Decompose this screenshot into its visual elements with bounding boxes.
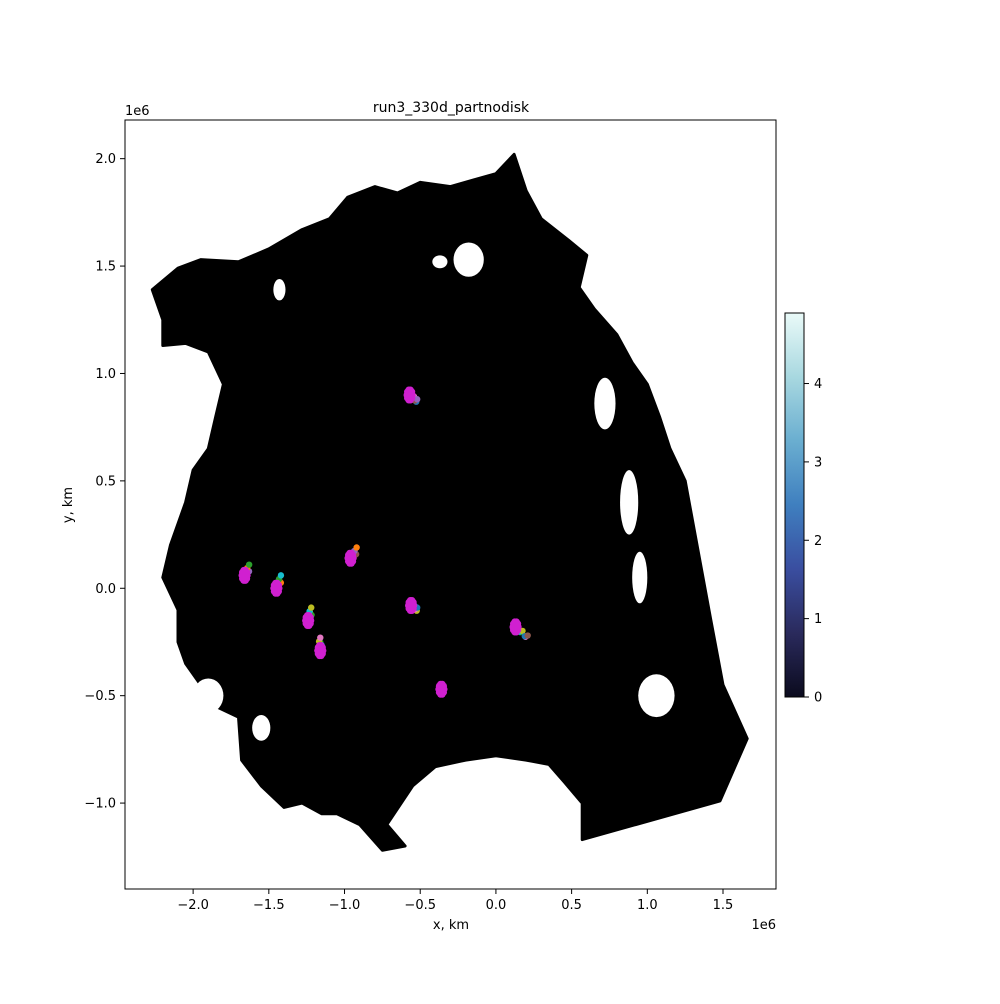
domain-hole xyxy=(638,674,675,718)
x-tick-label: −1.0 xyxy=(329,898,361,913)
x-tick-label: 1.0 xyxy=(637,898,658,913)
domain-hole xyxy=(252,715,271,741)
particle-cluster xyxy=(403,386,421,405)
core-blob xyxy=(315,643,326,658)
trail-point xyxy=(524,632,531,639)
particle-cluster xyxy=(238,561,253,584)
particle-cluster xyxy=(270,572,285,597)
domain-hole xyxy=(594,377,616,430)
trail-point xyxy=(308,604,315,611)
particle-clusters xyxy=(238,386,531,698)
trail-point xyxy=(413,396,421,403)
particle-cluster xyxy=(435,680,448,698)
core-blob xyxy=(239,568,250,583)
core-blob xyxy=(303,613,314,628)
colorbar-body xyxy=(784,312,805,698)
x-tick-label: −0.5 xyxy=(404,898,436,913)
domain-hole xyxy=(453,242,484,277)
colorbar-ticks: 0 1 2 3 4 xyxy=(804,377,822,706)
y-offset-label: 1e6 xyxy=(125,104,150,119)
x-tick-label: −2.0 xyxy=(177,898,209,913)
y-tick-label: 2.0 xyxy=(95,152,116,167)
y-tick-label: 0.0 xyxy=(95,582,116,597)
x-offset-label: 1e6 xyxy=(751,918,776,933)
domain-hole xyxy=(620,470,639,535)
y-tick-label: 1.5 xyxy=(95,260,116,275)
colorbar-tick-label: 4 xyxy=(814,377,822,392)
x-axis-ticks: −2.0 −1.5 −1.0 −0.5 0.0 0.5 1.0 1.5 xyxy=(177,889,733,913)
y-tick-label: −0.5 xyxy=(84,689,116,704)
trail-point xyxy=(317,634,324,641)
domain-holes xyxy=(193,242,675,741)
particle-cluster xyxy=(314,634,327,660)
x-tick-label: 0.0 xyxy=(486,898,507,913)
core-blob xyxy=(345,551,356,566)
domain-hole xyxy=(193,678,224,713)
y-tick-label: 1.0 xyxy=(95,367,116,382)
colorbar-tick-label: 2 xyxy=(814,534,822,549)
trail-point xyxy=(245,561,253,568)
chart-title: run3_330d_partnodisk xyxy=(373,100,530,116)
mesh-domain xyxy=(150,152,749,852)
particle-cluster xyxy=(344,544,360,567)
core-blob xyxy=(510,619,521,634)
domain-hole xyxy=(632,551,648,604)
trail-point xyxy=(277,572,285,579)
domain-hole xyxy=(273,278,286,301)
x-axis-label: x, km xyxy=(433,918,469,933)
particle-cluster xyxy=(509,618,531,640)
domain-hole xyxy=(432,255,448,269)
core-blob xyxy=(406,598,417,613)
y-tick-label: 0.5 xyxy=(95,474,116,489)
particle-cluster xyxy=(302,604,315,630)
x-tick-label: 1.5 xyxy=(713,898,734,913)
x-tick-label: −1.5 xyxy=(253,898,285,913)
y-axis-ticks: −1.0 −0.5 0.0 0.5 1.0 1.5 2.0 xyxy=(84,152,125,812)
y-tick-label: −1.0 xyxy=(84,797,116,812)
x-tick-label: 0.5 xyxy=(561,898,582,913)
core-blob xyxy=(404,387,415,402)
colorbar-tick-label: 1 xyxy=(814,612,822,627)
colorbar: 0 1 2 3 4 xyxy=(784,312,822,706)
core-blob xyxy=(271,581,282,596)
colorbar-tick-label: 0 xyxy=(814,691,822,706)
core-blob xyxy=(436,682,447,697)
axes-frame xyxy=(124,119,777,890)
particle-cluster xyxy=(405,596,421,614)
plot-area xyxy=(150,152,749,852)
trail-point xyxy=(353,544,360,551)
y-axis-label: y, km xyxy=(61,487,76,523)
colorbar-tick-label: 3 xyxy=(814,455,822,470)
